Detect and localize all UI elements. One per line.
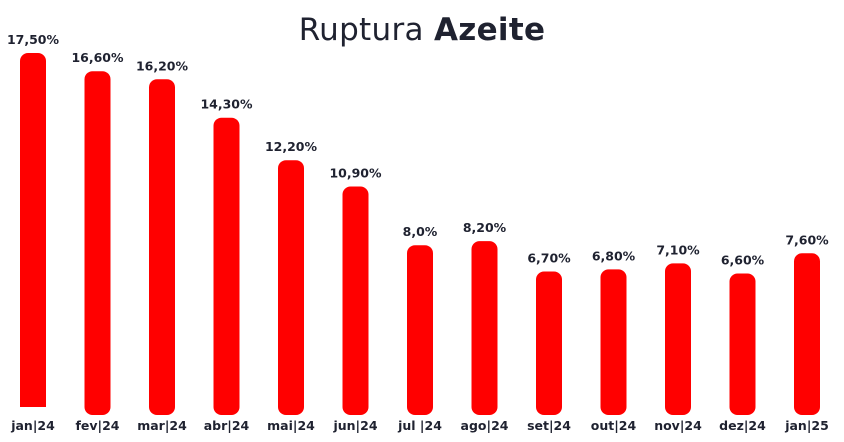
x-tick-label-3: abr|24 (204, 418, 250, 433)
data-label-6: 8,0% (403, 224, 438, 239)
x-tick-label-8: set|24 (527, 418, 571, 433)
x-tick-label-6: jul |24 (397, 418, 442, 433)
chart-title-bold: Azeite (433, 12, 546, 48)
bar-7 (471, 241, 498, 415)
x-tick-label-5: jun|24 (332, 418, 377, 433)
data-label-5: 10,90% (329, 166, 382, 181)
bar-12 (794, 253, 820, 415)
data-label-11: 6,60% (721, 253, 765, 268)
bar-1 (84, 71, 111, 415)
data-label-2: 16,20% (136, 58, 189, 73)
data-label-9: 6,80% (592, 248, 636, 263)
x-tick-label-4: mai|24 (267, 418, 315, 433)
x-tick-label-7: ago|24 (461, 418, 509, 433)
data-label-4: 12,20% (265, 139, 318, 154)
bar-10 (665, 263, 691, 415)
bar-4 (278, 160, 304, 415)
x-tick-label-2: mar|24 (137, 418, 187, 433)
data-label-12: 7,60% (785, 232, 829, 247)
bar-11 (729, 273, 756, 415)
data-label-7: 8,20% (463, 220, 507, 235)
x-tick-label-9: out|24 (591, 418, 637, 433)
data-label-3: 14,30% (200, 97, 253, 112)
x-tick-label-12: jan|25 (784, 418, 829, 433)
x-tick-label-0: jan|24 (10, 418, 55, 433)
bar-6 (407, 245, 433, 415)
data-label-10: 7,10% (656, 242, 700, 257)
data-label-1: 16,60% (71, 50, 124, 65)
bar-0 (20, 53, 46, 415)
x-tick-label-11: dez|24 (719, 418, 766, 433)
x-tick-label-10: nov|24 (654, 418, 702, 433)
data-label-0: 17,50% (7, 32, 60, 47)
bar-5 (342, 186, 369, 415)
bar-2 (149, 79, 175, 416)
bar-3 (213, 117, 240, 415)
bar-9 (600, 269, 627, 415)
x-tick-label-1: fev|24 (75, 418, 119, 433)
chart-title-light: Ruptura (298, 12, 424, 48)
bar-8 (536, 271, 562, 415)
data-label-8: 6,70% (527, 251, 571, 266)
chart-title: Ruptura Azeite (0, 12, 844, 48)
